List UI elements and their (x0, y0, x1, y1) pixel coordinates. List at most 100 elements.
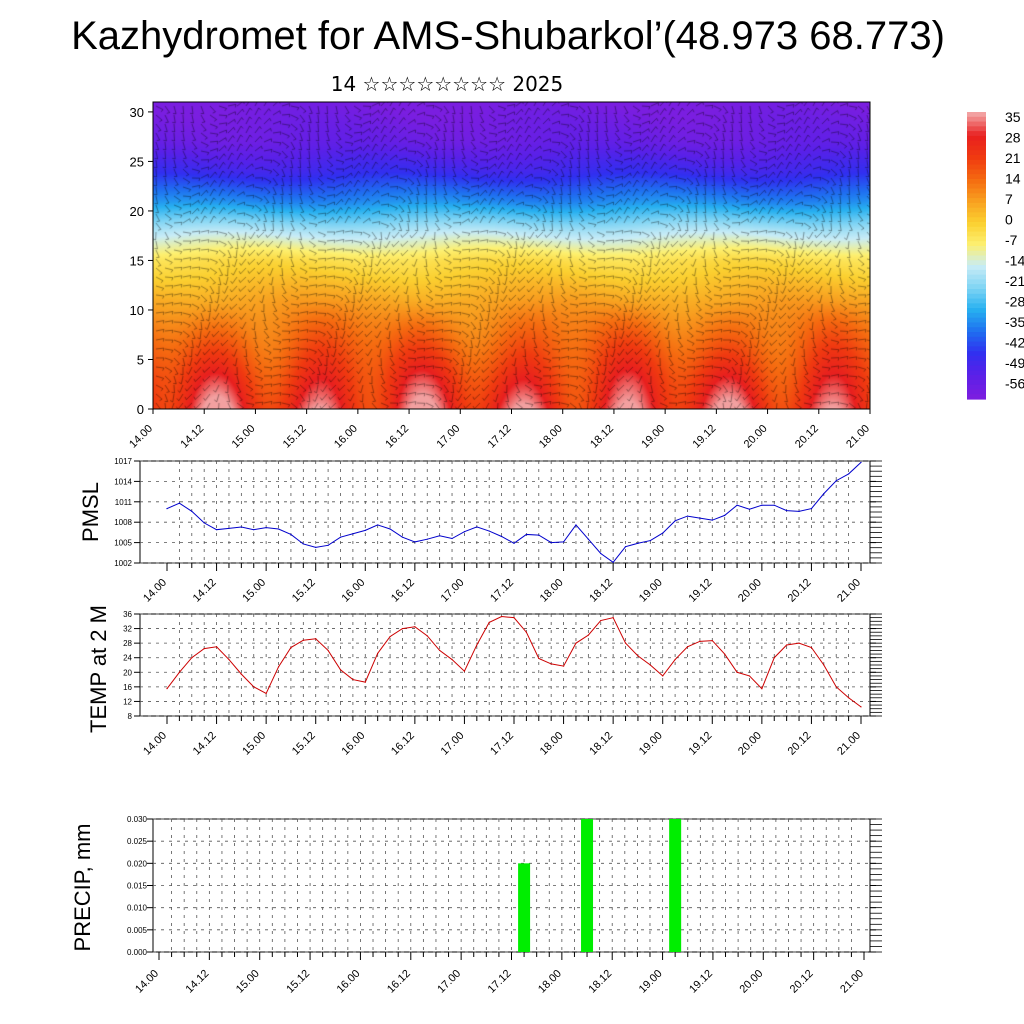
cross-section-xtick-label: 14.00 (127, 423, 155, 451)
pmsl-point (352, 533, 354, 535)
pmsl-point (240, 526, 242, 528)
pmsl-xtick-label: 15.12 (290, 577, 318, 605)
colorbar-swatch (967, 207, 986, 214)
pmsl-point (166, 508, 168, 510)
cross-section-xtick-label: 21.00 (844, 423, 872, 451)
precip-xtick-label: 17.12 (486, 968, 514, 996)
colorbar-label: -14 (1005, 253, 1024, 269)
temp-point (538, 657, 540, 660)
temp-point (860, 706, 862, 708)
colorbar-swatch (967, 121, 986, 127)
colorbar-swatch (967, 265, 986, 271)
pmsl-point (364, 529, 366, 531)
pmsl-point (538, 534, 540, 536)
precip-xtick-label: 21.00 (838, 968, 866, 996)
pmsl-point (761, 504, 763, 506)
colorbar-swatch (967, 116, 986, 123)
pmsl-point (600, 552, 602, 555)
page-subtitle: 14 ☆☆☆☆☆☆☆☆ 2025 (330, 72, 564, 96)
pmsl-ytick-label: 1017 (114, 457, 132, 466)
colorbar-swatch (967, 174, 986, 180)
colorbar-swatch (967, 332, 986, 338)
colorbar-swatch (967, 198, 986, 204)
pmsl-point (624, 546, 627, 548)
colorbar-swatch (967, 231, 986, 237)
cross-section-ytick-label: 30 (130, 105, 144, 120)
temp-point (352, 678, 354, 681)
cross-section-xtick-label: 16.12 (383, 423, 411, 451)
precip-ytick-label: 0.000 (127, 948, 148, 957)
temp-point (513, 617, 515, 619)
precip-xtick-label: 14.12 (184, 968, 212, 996)
colorbar-label: -21 (1005, 273, 1024, 289)
temp-point (401, 627, 404, 630)
pmsl-point (253, 529, 255, 531)
temp-point (624, 642, 627, 644)
temp-xtick-label: 17.00 (439, 730, 467, 758)
cross-section-ytick-label: 10 (130, 303, 144, 318)
temp-xtick-label: 19.12 (686, 730, 714, 758)
precip-xtick-label: 20.00 (737, 968, 765, 996)
temp-xtick-label: 15.12 (290, 730, 318, 758)
temp-point (191, 657, 193, 659)
colorbar-swatch (967, 255, 986, 261)
pmsl-point (674, 520, 676, 522)
pmsl-ytick-label: 1011 (115, 498, 133, 507)
colorbar-swatch (967, 360, 986, 367)
pmsl-point (389, 528, 391, 530)
temp-xtick-label: 20.12 (786, 730, 814, 758)
temp-xtick-label: 16.12 (389, 730, 417, 758)
cross-section-ytick-label: 25 (130, 154, 144, 169)
colorbar-swatch (967, 222, 986, 228)
temp-point (848, 697, 850, 699)
cross-section-xtick-label: 18.00 (537, 423, 565, 451)
precip-bar (581, 819, 594, 952)
colorbar-label: -7 (1005, 232, 1018, 248)
colorbar-swatch (967, 317, 986, 324)
page-title: Kazhydromet for AMS-Shubarkol’(48.973 68… (71, 14, 945, 58)
precip-bar (669, 819, 682, 952)
pmsl-frame (139, 460, 871, 564)
pmsl-ytick-label: 1002 (114, 559, 132, 568)
colorbar-swatch (967, 279, 986, 285)
precip-xtick-label: 15.12 (284, 968, 312, 996)
colorbar-swatch (967, 193, 986, 199)
colorbar-label: -42 (1005, 335, 1024, 351)
temp-point (600, 619, 602, 622)
temp-point (810, 646, 813, 649)
colorbar-swatch (967, 112, 986, 118)
temp-point (178, 671, 180, 673)
temp-xtick-label: 15.00 (240, 730, 268, 758)
colorbar-label: 35 (1005, 109, 1021, 125)
temp-ytick-label: 20 (123, 668, 132, 677)
cross-section-xtick-label: 20.00 (742, 423, 770, 451)
colorbar-swatch (967, 169, 986, 175)
temp-ylabel: TEMP at 2 M (86, 605, 111, 733)
colorbar-swatch (967, 131, 986, 137)
precip-ytick-label: 0.005 (127, 926, 148, 935)
temp-point (736, 671, 738, 673)
precip-xtick-label: 20.12 (788, 968, 816, 996)
colorbar-label: -35 (1005, 314, 1024, 330)
pmsl-point (724, 514, 726, 517)
pmsl-xtick-label: 15.00 (240, 577, 268, 605)
temp-point (637, 655, 639, 657)
precip-xtick-label: 14.00 (133, 968, 161, 996)
temp-point (748, 675, 751, 677)
precip-xtick-label: 16.00 (335, 968, 363, 996)
colorbar-swatch (967, 140, 986, 147)
colorbar-swatch (967, 384, 986, 391)
colorbar-swatch (967, 269, 986, 276)
temp-point (315, 638, 317, 640)
temp-xtick-label: 17.12 (488, 730, 516, 758)
colorbar-swatch (967, 293, 986, 300)
colorbar-swatch (967, 260, 986, 266)
temp-point (612, 617, 614, 619)
colorbar-swatch (967, 155, 986, 161)
colorbar-swatch (967, 389, 986, 395)
temp-point (228, 658, 230, 661)
cross-section-ytick-label: 0 (137, 402, 144, 417)
temp-xtick-label: 19.00 (637, 730, 665, 758)
pmsl-point (476, 526, 478, 528)
